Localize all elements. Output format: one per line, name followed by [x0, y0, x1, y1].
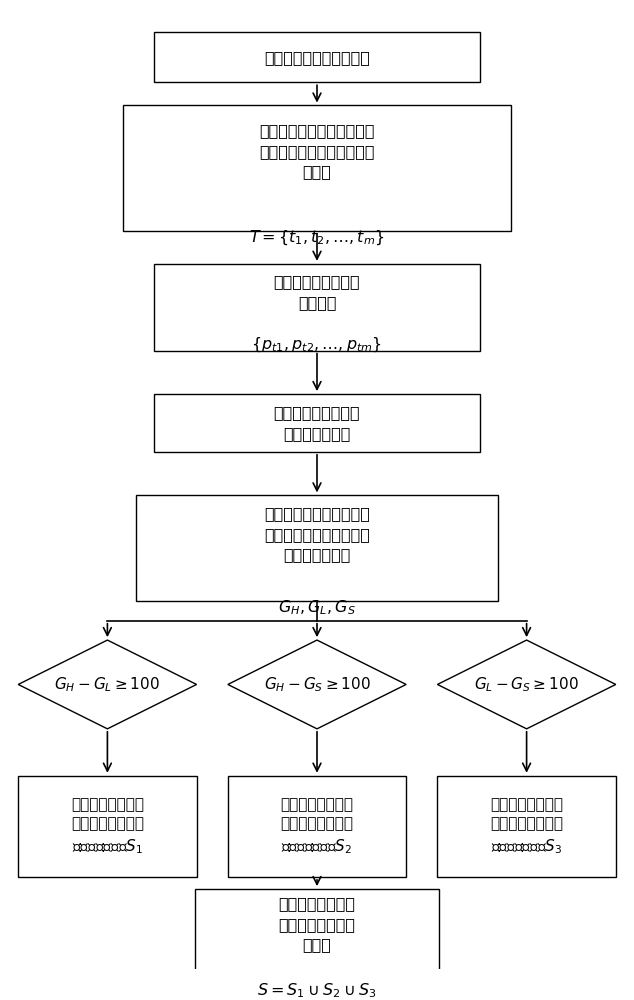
Text: 应用连续投影算法选取样本
的高光谱图像光谱数据的特
征波段: 应用连续投影算法选取样本 的高光谱图像光谱数据的特 征波段	[259, 124, 375, 179]
Text: $G_H,G_L,G_S$: $G_H,G_L,G_S$	[278, 598, 356, 617]
FancyBboxPatch shape	[136, 495, 498, 601]
Text: $\{p_{t1},p_{t2},\ldots,p_{tm}\}$: $\{p_{t1},p_{t2},\ldots,p_{tm}\}$	[252, 335, 382, 354]
Text: $G_H-G_S\geq100$: $G_H-G_S\geq100$	[264, 675, 370, 694]
Polygon shape	[228, 640, 406, 729]
Text: 选取进入可区分病
斑部位和阴影部位
的特征波段集合$S_3$: 选取进入可区分病 斑部位和阴影部位 的特征波段集合$S_3$	[490, 797, 563, 856]
Text: 绘制样品的特征图像
中叶片的测线图: 绘制样品的特征图像 中叶片的测线图	[274, 405, 360, 441]
Polygon shape	[437, 640, 616, 729]
Text: $G_H-G_L\geq100$: $G_H-G_L\geq100$	[55, 675, 160, 694]
FancyBboxPatch shape	[195, 889, 439, 986]
Text: 选取进入可区分健
康部位和病斑部位
的特征波段集合$S_1$: 选取进入可区分健 康部位和病斑部位 的特征波段集合$S_1$	[71, 797, 144, 856]
FancyBboxPatch shape	[123, 105, 511, 231]
FancyBboxPatch shape	[228, 776, 406, 877]
Text: 检测水稻叶片白叶
枯病病斑的特征波
段为：: 检测水稻叶片白叶 枯病病斑的特征波 段为：	[278, 897, 356, 952]
FancyBboxPatch shape	[154, 264, 480, 351]
Polygon shape	[18, 640, 197, 729]
FancyBboxPatch shape	[154, 32, 480, 82]
FancyBboxPatch shape	[18, 776, 197, 877]
Text: $S=S_1\cup S_2\cup S_3$: $S=S_1\cup S_2\cup S_3$	[257, 982, 377, 1000]
Text: $T=\{t_1,t_2,\ldots,t_m\}$: $T=\{t_1,t_2,\ldots,t_m\}$	[249, 229, 385, 247]
Text: 样本的光谱维数据预处理: 样本的光谱维数据预处理	[264, 50, 370, 65]
Text: 选取特征波段对应的
特征图像: 选取特征波段对应的 特征图像	[274, 275, 360, 310]
Text: 计算测线图中叶片的健康
部位、病斑部位、阴影部
位的灰度平均值: 计算测线图中叶片的健康 部位、病斑部位、阴影部 位的灰度平均值	[264, 506, 370, 562]
Text: 选取进入可区分健
康部位和阴影部位
的特征波段集合$S_2$: 选取进入可区分健 康部位和阴影部位 的特征波段集合$S_2$	[280, 797, 354, 856]
Text: $G_L-G_S\geq100$: $G_L-G_S\geq100$	[474, 675, 579, 694]
FancyBboxPatch shape	[437, 776, 616, 877]
FancyBboxPatch shape	[154, 394, 480, 452]
